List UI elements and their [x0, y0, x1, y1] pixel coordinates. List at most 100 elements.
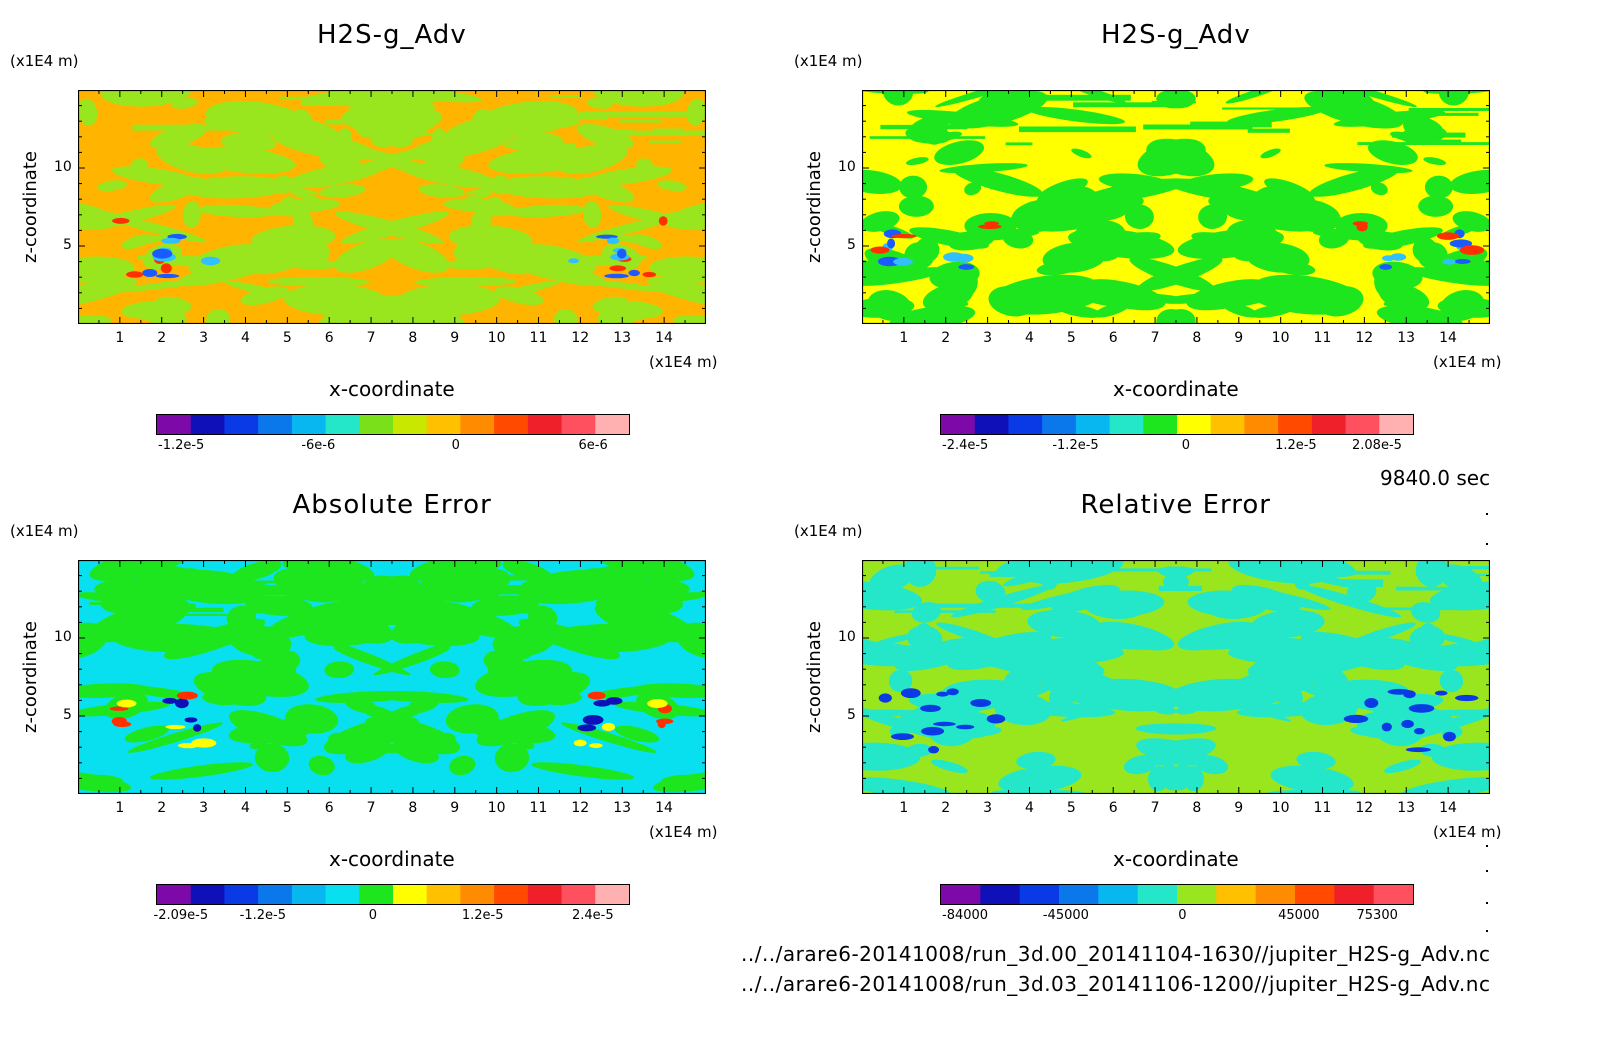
- contour-streak: [1357, 142, 1490, 145]
- vortex-feature: [165, 724, 186, 730]
- contour-patch: [254, 743, 290, 773]
- contour-patch: [236, 177, 320, 195]
- colorbar-label: 45000: [1278, 908, 1320, 923]
- contour-patch: [1206, 594, 1268, 620]
- contour-patch: [996, 560, 1084, 577]
- x-tick-label: 7: [1150, 800, 1160, 816]
- contour-patch: [313, 636, 395, 667]
- contour-patch: [1440, 290, 1485, 321]
- vortex-features: [109, 691, 674, 749]
- x-tick-label: 4: [240, 330, 250, 346]
- contour-patch: [283, 284, 388, 316]
- contour-streak: [307, 607, 351, 614]
- colorbar-swatch: [980, 885, 1021, 904]
- contour-patch: [89, 560, 195, 582]
- contour-patch: [950, 584, 1054, 618]
- contour-patch: [1171, 763, 1192, 791]
- vortex-feature: [126, 271, 144, 278]
- contour-patch: [1175, 705, 1199, 715]
- contour-streak: [199, 591, 308, 595]
- x-tick-label: 10: [487, 800, 506, 816]
- colorbar-swatch: [325, 415, 360, 434]
- x-tick-label: 10: [1271, 800, 1290, 816]
- vortex-feature: [1408, 704, 1435, 713]
- colorbar: [940, 884, 1414, 905]
- contour-patches: [862, 90, 1490, 324]
- contour-patch: [1439, 669, 1464, 693]
- contour-patch: [373, 647, 450, 676]
- vortex-feature: [177, 742, 199, 749]
- colorbar-swatch: [595, 415, 630, 434]
- contour-patch: [899, 175, 928, 199]
- colorbar-label: -6e-6: [301, 438, 336, 453]
- vortex-feature: [609, 265, 627, 272]
- contour-patch: [871, 633, 918, 647]
- contour-patch: [672, 315, 706, 324]
- contour-streak: [653, 128, 684, 132]
- colorbar-label: -2.4e-5: [942, 438, 989, 453]
- margin-dot: [1486, 930, 1488, 932]
- contour-patch: [1370, 182, 1388, 196]
- contour-patch: [1016, 751, 1056, 770]
- contour-patch: [1186, 279, 1272, 311]
- chart-title: H2S-g_Adv: [317, 20, 467, 50]
- contour-patch: [935, 90, 1027, 108]
- contour-patch: [634, 683, 706, 698]
- contour-streak: [578, 111, 706, 117]
- colorbar-swatch: [190, 885, 225, 904]
- contour-streak: [378, 133, 501, 136]
- x-tick-label: 5: [282, 330, 292, 346]
- x-tick-label: 8: [408, 800, 418, 816]
- colorbar-swatch: [1334, 885, 1375, 904]
- vortex-feature: [155, 273, 180, 279]
- contour-streak: [1408, 108, 1490, 111]
- x-tick-label: 4: [1024, 800, 1034, 816]
- contour-patch: [1424, 175, 1453, 199]
- contour-patch: [191, 626, 292, 642]
- colorbar-swatch: [1075, 415, 1111, 434]
- vortex-feature: [193, 724, 202, 732]
- x-tick-label: 2: [941, 330, 951, 346]
- contour-streak: [596, 130, 706, 136]
- vortex-feature: [1405, 747, 1431, 753]
- vortex-feature: [1343, 714, 1369, 723]
- contour-patch: [206, 309, 230, 324]
- contour-patch: [1124, 204, 1154, 230]
- contour-streak: [278, 96, 379, 100]
- vortex-feature: [978, 224, 1002, 230]
- contour-patch: [1003, 667, 1040, 701]
- colorbar-swatch: [426, 415, 461, 434]
- contour-patch: [298, 242, 331, 265]
- contour-streak: [1456, 566, 1490, 570]
- contour-patch: [952, 166, 1043, 197]
- colorbar-label: 2.4e-5: [572, 908, 614, 923]
- margin-dot: [1486, 870, 1488, 872]
- contour-patch: [1325, 90, 1417, 108]
- x-tick-label: 12: [571, 330, 590, 346]
- contour-streak: [1019, 94, 1131, 101]
- contour-patch: [1215, 666, 1317, 709]
- vortex-feature: [1382, 255, 1395, 262]
- contour-patch: [1412, 237, 1438, 263]
- colorbar-label: -1.2e-5: [239, 908, 286, 923]
- vortex-feature: [1381, 722, 1392, 732]
- colorbar-swatch: [1278, 415, 1313, 434]
- vortex-feature: [647, 699, 668, 708]
- contour-patch: [105, 278, 217, 293]
- contour-patch: [369, 691, 469, 703]
- colorbar-swatch: [1379, 415, 1414, 434]
- contour-patch: [1260, 148, 1281, 159]
- contour-streak: [1392, 132, 1466, 138]
- contour-patch: [592, 90, 684, 107]
- contour-patch: [156, 569, 268, 605]
- vortex-feature: [1401, 719, 1414, 729]
- contour-patch: [975, 580, 1006, 603]
- contour-streak: [622, 589, 688, 595]
- contour-streak: [1005, 142, 1033, 146]
- contour-patch: [653, 592, 706, 603]
- colorbar-swatch: [426, 885, 461, 904]
- contour-patch: [443, 198, 514, 213]
- contour-patch: [470, 208, 492, 236]
- colorbar-swatch: [393, 885, 428, 904]
